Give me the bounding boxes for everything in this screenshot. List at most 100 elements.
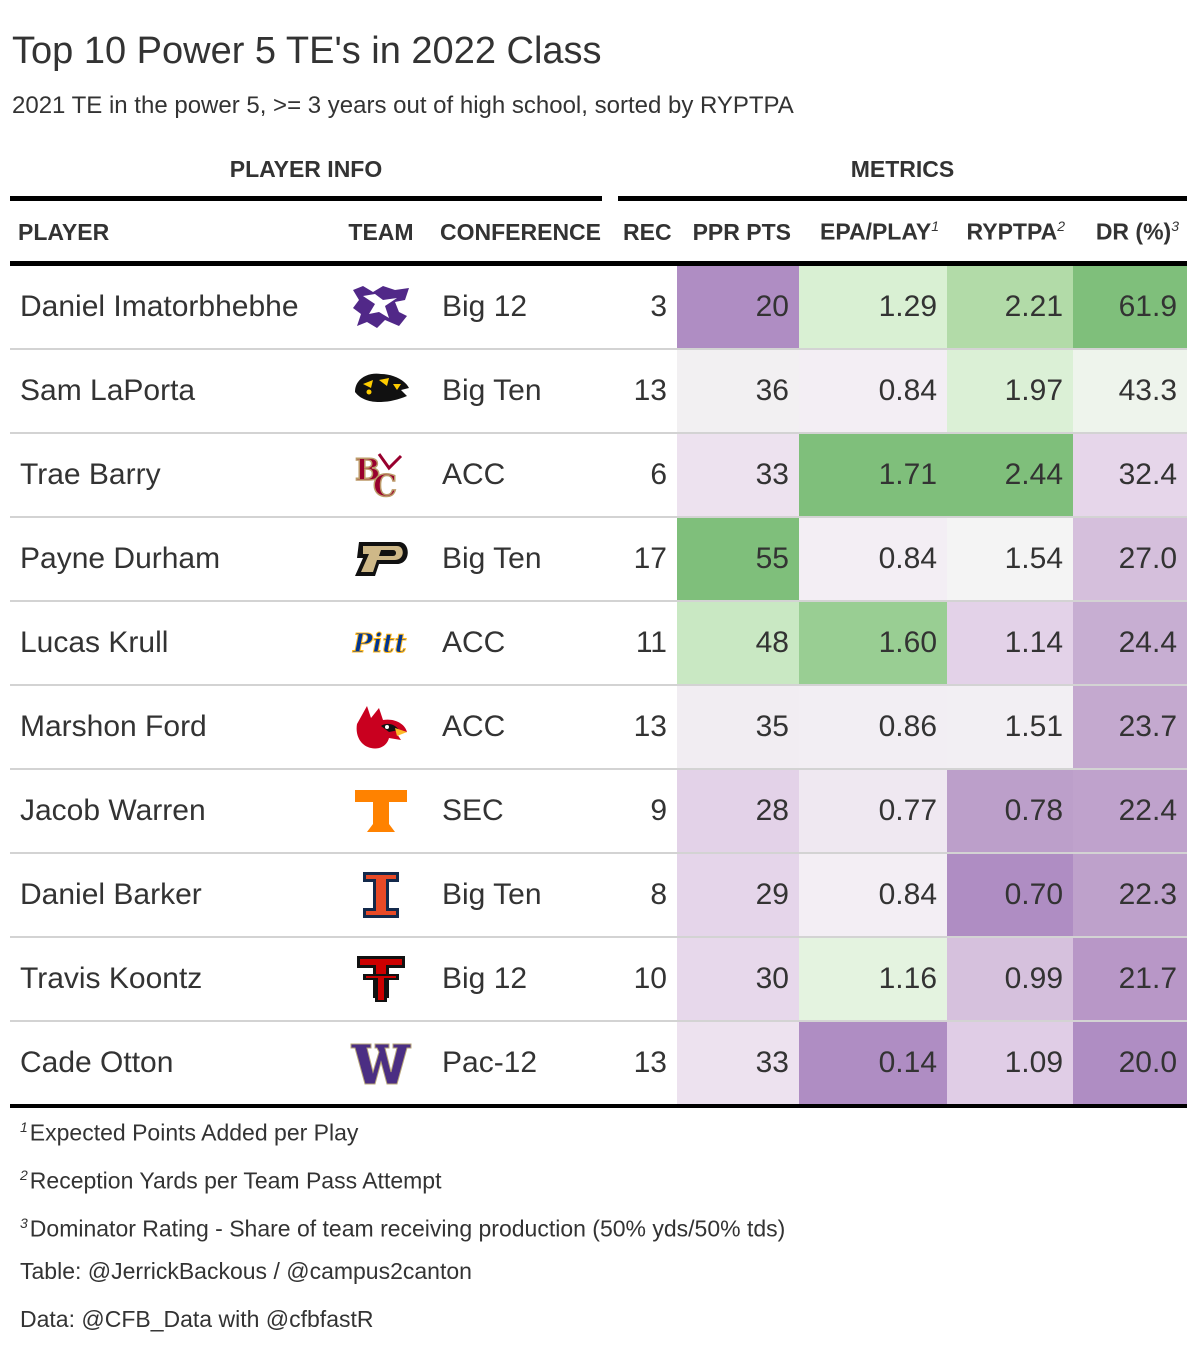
footnote-mark: 3 bbox=[1171, 218, 1179, 235]
footnote-3: 3Dominator Rating - Share of team receiv… bbox=[20, 1215, 786, 1242]
cell-conference: Big 12 bbox=[432, 263, 615, 350]
cell-player: Daniel Imatorbhebhe bbox=[10, 263, 330, 350]
cell-ryptpa: 1.14 bbox=[947, 601, 1073, 686]
cell-player: Trae Barry bbox=[10, 433, 330, 518]
cell-ryptpa: 0.99 bbox=[947, 937, 1073, 1022]
cell-rec: 13 bbox=[615, 685, 677, 770]
source-note-data: Data: @CFB_Data with @cfbfastR bbox=[20, 1306, 374, 1332]
cell-player: Jacob Warren bbox=[10, 769, 330, 854]
spanner-rule-metrics bbox=[618, 196, 1187, 201]
cell-player: Sam LaPorta bbox=[10, 349, 330, 434]
column-header-row: PLAYER TEAM CONFERENCE REC PPR PTS EPA/P… bbox=[10, 203, 1187, 266]
cell-epa: 0.84 bbox=[799, 349, 947, 434]
cell-team-logo bbox=[330, 349, 432, 434]
table-row: Travis Koontz Big 12 10 30 1.16 0.99 21.7 bbox=[10, 937, 1187, 1022]
footnote-mark: 2 bbox=[1057, 218, 1065, 235]
cell-epa: 1.71 bbox=[799, 433, 947, 518]
cell-ppr: 36 bbox=[677, 349, 799, 434]
cell-team-logo: Pitt bbox=[330, 601, 432, 686]
cell-player: Daniel Barker bbox=[10, 853, 330, 938]
cell-conference: Big Ten bbox=[432, 517, 615, 602]
cell-dr: 22.4 bbox=[1073, 769, 1187, 854]
cell-conference: ACC bbox=[432, 433, 615, 518]
cell-player: Travis Koontz bbox=[10, 937, 330, 1022]
louisville-cardinal-logo bbox=[349, 702, 413, 752]
cell-rec: 13 bbox=[615, 349, 677, 434]
col-header-player: PLAYER bbox=[10, 203, 330, 266]
cell-conference: Big Ten bbox=[432, 853, 615, 938]
cell-dr: 20.0 bbox=[1073, 1021, 1187, 1108]
col-header-rec: REC bbox=[615, 203, 677, 266]
cell-epa: 0.86 bbox=[799, 685, 947, 770]
table-title: Top 10 Power 5 TE's in 2022 Class bbox=[12, 30, 602, 72]
source-note-table: Table: @JerrickBackous / @campus2canton bbox=[20, 1258, 472, 1284]
cell-team-logo bbox=[330, 853, 432, 938]
cell-team-logo bbox=[330, 1021, 432, 1108]
cell-ppr: 33 bbox=[677, 1021, 799, 1108]
table-row: Sam LaPorta Big Ten 13 36 0.84 1.97 43.3 bbox=[10, 349, 1187, 434]
cell-ppr: 20 bbox=[677, 263, 799, 350]
cell-rec: 10 bbox=[615, 937, 677, 1022]
table-row: Payne Durham Big Ten 17 55 0.84 1.54 27.0 bbox=[10, 517, 1187, 602]
table-row: Lucas Krull Pitt ACC 11 48 1.60 1.14 24.4 bbox=[10, 601, 1187, 686]
col-header-ryptpa: RYPTPA2 bbox=[947, 203, 1073, 266]
cell-epa: 1.60 bbox=[799, 601, 947, 686]
table-row: Cade Otton Pac-12 13 33 0.14 1.09 20.0 bbox=[10, 1021, 1187, 1108]
cell-ppr: 35 bbox=[677, 685, 799, 770]
footnote-2: 2Reception Yards per Team Pass Attempt bbox=[20, 1167, 442, 1194]
cell-ryptpa: 1.51 bbox=[947, 685, 1073, 770]
cell-ryptpa: 2.21 bbox=[947, 263, 1073, 350]
cell-team-logo bbox=[330, 769, 432, 854]
cell-ryptpa: 2.44 bbox=[947, 433, 1073, 518]
cell-dr: 21.7 bbox=[1073, 937, 1187, 1022]
cell-rec: 6 bbox=[615, 433, 677, 518]
cell-dr: 24.4 bbox=[1073, 601, 1187, 686]
cell-ryptpa: 1.54 bbox=[947, 517, 1073, 602]
cell-epa: 1.29 bbox=[799, 263, 947, 350]
texas-tech-double-t-logo bbox=[349, 954, 413, 1004]
cell-rec: 3 bbox=[615, 263, 677, 350]
svg-text:C: C bbox=[373, 469, 397, 500]
col-header-ppr: PPR PTS bbox=[677, 203, 799, 266]
cell-dr: 27.0 bbox=[1073, 517, 1187, 602]
cell-conference: Big Ten bbox=[432, 349, 615, 434]
footnote-mark: 1 bbox=[931, 218, 939, 235]
spanner-metrics: METRICS bbox=[850, 156, 955, 182]
cell-dr: 22.3 bbox=[1073, 853, 1187, 938]
cell-dr: 43.3 bbox=[1073, 349, 1187, 434]
cell-rec: 13 bbox=[615, 1021, 677, 1108]
cell-player: Payne Durham bbox=[10, 517, 330, 602]
cell-team-logo bbox=[330, 263, 432, 350]
cell-conference: ACC bbox=[432, 685, 615, 770]
cell-team-logo bbox=[330, 937, 432, 1022]
pitt-script-logo: Pitt bbox=[349, 618, 413, 668]
cell-dr: 32.4 bbox=[1073, 433, 1187, 518]
kansas-state-wildcat-logo bbox=[349, 282, 413, 332]
table-row: Daniel Imatorbhebhe Big 12 3 20 1.29 2.21 61.9 bbox=[10, 263, 1187, 350]
svg-text:B: B bbox=[355, 453, 380, 488]
cell-ryptpa: 1.97 bbox=[947, 349, 1073, 434]
cell-epa: 1.16 bbox=[799, 937, 947, 1022]
cell-conference: Pac-12 bbox=[432, 1021, 615, 1108]
spanner-rule-player-info bbox=[10, 196, 602, 201]
iowa-hawkeye-logo bbox=[349, 366, 413, 416]
cell-ppr: 55 bbox=[677, 517, 799, 602]
table-footer: 1Expected Points Added per Play 2Recepti… bbox=[20, 1110, 785, 1350]
col-header-epa: EPA/PLAY1 bbox=[799, 203, 947, 266]
washington-w-logo bbox=[349, 1038, 413, 1088]
cell-dr: 23.7 bbox=[1073, 685, 1187, 770]
table-row: Trae Barry B C ACC 6 33 1.71 2.44 32.4 bbox=[10, 433, 1187, 518]
cell-ryptpa: 0.70 bbox=[947, 853, 1073, 938]
cell-ppr: 33 bbox=[677, 433, 799, 518]
cell-ppr: 30 bbox=[677, 937, 799, 1022]
col-header-dr: DR (%)3 bbox=[1073, 203, 1187, 266]
cell-rec: 17 bbox=[615, 517, 677, 602]
cell-ppr: 28 bbox=[677, 769, 799, 854]
cell-conference: ACC bbox=[432, 601, 615, 686]
tennessee-t-logo bbox=[349, 786, 413, 836]
cell-team-logo bbox=[330, 685, 432, 770]
table-row: Marshon Ford ACC 13 35 0.86 1.51 23.7 bbox=[10, 685, 1187, 770]
cell-team-logo bbox=[330, 517, 432, 602]
